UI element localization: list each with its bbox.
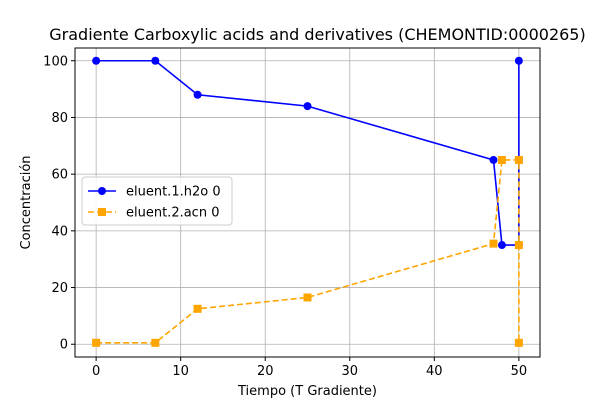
legend-item: eluent.1.h2o 0 (88, 185, 221, 200)
series-2 (92, 155, 523, 347)
legend-label: eluent.2.acn 0 (126, 206, 219, 221)
data-point (92, 338, 101, 347)
data-point (489, 239, 498, 248)
legend-marker (98, 187, 106, 195)
data-point (514, 155, 523, 164)
chart-title: Gradiente Carboxylic acids and derivativ… (49, 25, 585, 44)
legend-box (81, 176, 233, 226)
y-tick-label: 100 (43, 54, 68, 69)
x-tick-label: 30 (341, 364, 358, 379)
x-tick-label: 10 (172, 364, 189, 379)
x-axis-label: Tiempo (T Gradiente) (237, 384, 377, 399)
data-point (151, 338, 160, 347)
data-point (497, 241, 506, 250)
data-point (514, 56, 523, 65)
axis-ticks: 0 10 20 30 40 50 0 20 40 60 80 100 (43, 54, 527, 379)
data-point (514, 241, 523, 250)
y-tick-label: 0 (60, 338, 68, 353)
data-point (514, 338, 523, 347)
plot-frame (74, 47, 541, 358)
x-tick-label: 20 (257, 364, 274, 379)
data-point (303, 102, 312, 111)
x-tick-label: 50 (511, 364, 528, 379)
x-tick-label: 0 (92, 364, 100, 379)
data-point (193, 304, 202, 313)
legend: eluent.1.h2o 0 eluent.2.acn 0 (81, 176, 233, 226)
y-tick-label: 60 (51, 168, 68, 183)
y-axis-label: Concentración (19, 155, 34, 249)
data-point (489, 155, 498, 164)
data-point (303, 293, 312, 302)
series-layer (92, 56, 523, 347)
legend-marker (98, 208, 106, 216)
data-point (92, 56, 101, 65)
data-point (497, 155, 506, 164)
y-tick-label: 40 (51, 224, 68, 239)
legend-item: eluent.2.acn 0 (88, 206, 219, 221)
y-tick-label: 20 (51, 281, 68, 296)
data-point (193, 90, 202, 99)
legend-label: eluent.1.h2o 0 (126, 185, 221, 200)
x-tick-label: 40 (426, 364, 443, 379)
y-tick-label: 80 (51, 111, 68, 126)
data-point (151, 56, 160, 65)
